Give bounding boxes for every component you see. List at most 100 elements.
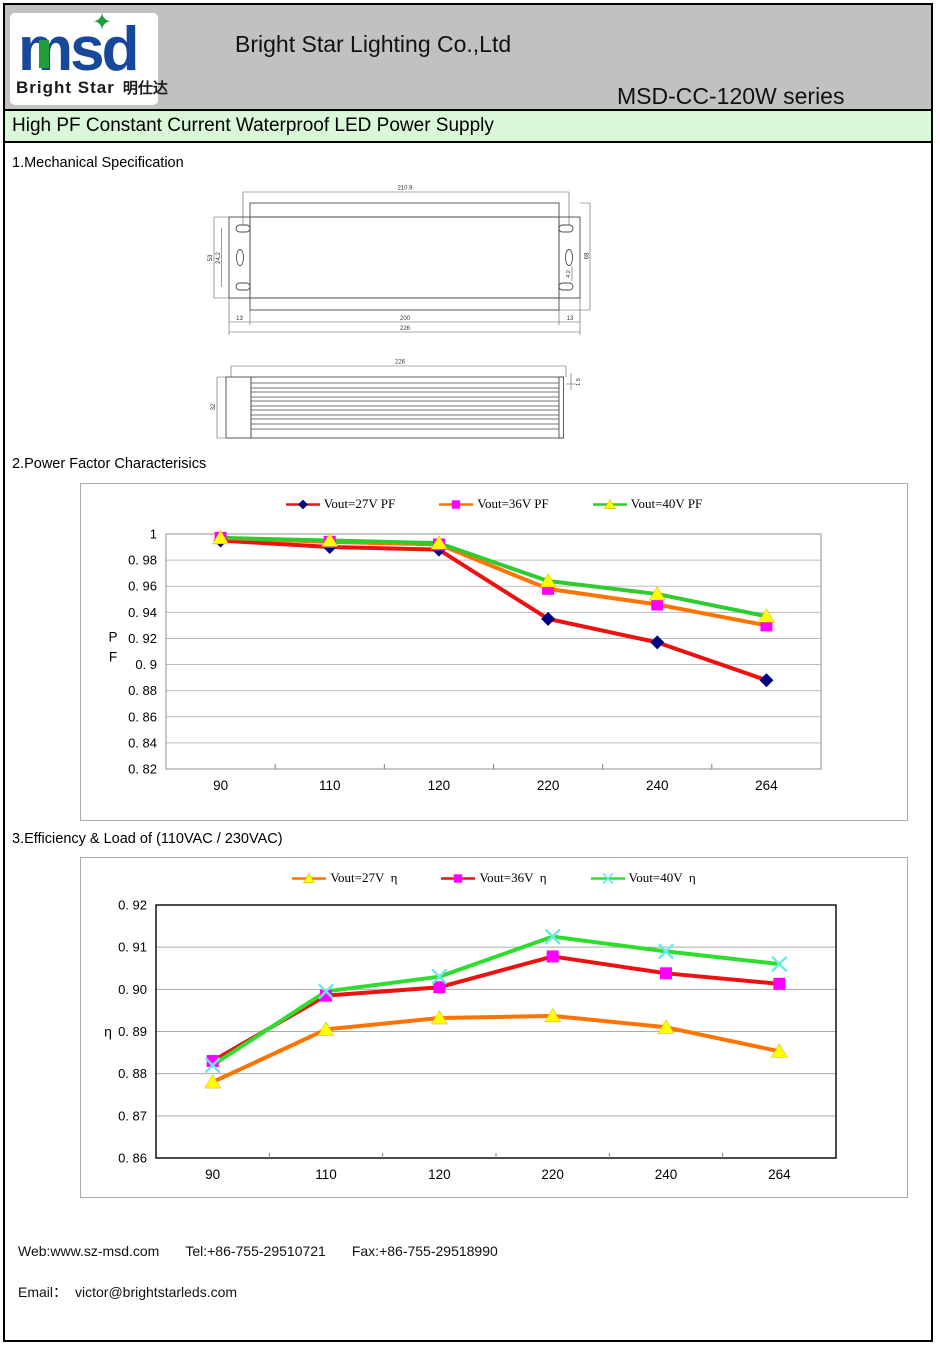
legend-item: Vout=36V PF	[439, 496, 549, 512]
legend-marker-icon	[592, 498, 627, 509]
x-tick-label: 110	[315, 1167, 337, 1182]
dim-label-bracket-height: 53	[208, 254, 214, 261]
y-tick-label: 0. 84	[128, 735, 157, 750]
side-view-dimension-labels: 226 32 1.5	[211, 360, 582, 411]
legend-label: Vout=27V η	[330, 870, 398, 885]
dim-label-overall-length: 226	[400, 326, 411, 332]
pf-chart-legend: Vout=27V PF Vout=36V PF Vout=40V PF	[81, 496, 907, 512]
pf-chart-canvas: 1 0. 98 0. 96 0. 94 0. 92 0. 9 0. 88 0. 86 0. 84…	[108, 527, 822, 793]
legend-label: Vout=36V η	[479, 870, 547, 885]
dim-label-side-lip: 1.5	[576, 378, 582, 386]
page-border	[3, 3, 933, 1342]
y-tick-label: 0. 86	[118, 1151, 147, 1166]
dim-label-hole: 4.2	[566, 270, 572, 278]
x-tick-label: 90	[205, 1167, 220, 1182]
series-line	[218, 538, 769, 683]
logo-star-icon: ✦	[92, 9, 113, 36]
series-line	[210, 954, 782, 1064]
x-tick-label: 120	[428, 778, 451, 793]
logo-brand: Bright Star 明仕达	[16, 77, 168, 98]
mechanical-drawing: 210.9 53 24.2 68 4.2 13 200 13 226 226 3…	[208, 186, 591, 439]
y-tick-label: 0. 88	[118, 1066, 147, 1081]
legend-marker-icon	[285, 499, 320, 509]
section-title-pf: 2.Power Factor Characterisics	[12, 456, 207, 472]
y-tick-label: 0. 88	[128, 683, 157, 698]
series-line	[210, 1013, 782, 1085]
legend-marker-icon	[441, 873, 476, 883]
x-tick-label: 220	[541, 1167, 564, 1182]
dim-label-side-height: 32	[211, 403, 217, 410]
legend-label: Vout=40V PF	[630, 496, 703, 511]
dim-label-end-left: 13	[236, 316, 243, 322]
x-tick-label: 110	[319, 778, 341, 793]
product-banner: High PF Constant Current Waterproof LED …	[5, 109, 931, 143]
dim-label-mount-width: 210.9	[397, 186, 413, 192]
top-view-dimension-lines	[213, 191, 591, 335]
x-tick-label: 220	[537, 778, 560, 793]
y-tick-label: 0. 94	[128, 605, 157, 620]
logo-brand-en: Bright Star	[16, 78, 115, 97]
top-view-dimension-labels: 210.9 53 24.2 68 4.2 13 200 13 226	[208, 186, 591, 333]
section-title-efficiency: 3.Efficiency & Load of (110VAC / 230VAC)	[12, 831, 283, 847]
legend-label: Vout=40V η	[628, 870, 696, 885]
legend-item: Vout=40V η	[590, 870, 696, 886]
legend-marker-icon	[439, 499, 474, 509]
y-tick-label: 0. 82	[128, 762, 157, 777]
legend-marker-icon	[292, 872, 327, 883]
footer-contacts: Web:www.sz-msd.com Tel:+86-755-29510721 Fa…	[18, 1243, 524, 1259]
x-tick-label: 264	[768, 1167, 791, 1182]
efficiency-chart-legend: Vout=27V η Vout=36V η Vout=40V η	[81, 870, 907, 886]
efficiency-chart: Vout=27V η Vout=36V η Vout=40V η 0. 92 0. 9…	[80, 857, 908, 1198]
legend-item: Vout=27V η	[292, 870, 397, 886]
x-tick-label: 264	[755, 778, 778, 793]
y-tick-label: 0. 86	[128, 709, 157, 724]
logo-green-bar	[39, 40, 49, 68]
series-line	[218, 535, 769, 619]
y-axis-title: η	[104, 1024, 112, 1040]
side-view-drawing	[225, 376, 564, 439]
footer-email-line: Email： victor@brightstarleds.com	[18, 1282, 263, 1302]
section-title-mechanical: 1.Mechanical Specification	[12, 155, 184, 171]
footer-web: Web:www.sz-msd.com	[18, 1243, 160, 1259]
top-view-drawing	[228, 202, 581, 311]
y-tick-label: 0. 9	[135, 657, 157, 672]
dim-label-slot-span: 24.2	[216, 252, 222, 264]
y-axis-title: P	[108, 630, 117, 645]
x-tick-label: 120	[428, 1167, 451, 1182]
x-tick-label: 240	[655, 1167, 678, 1182]
legend-label: Vout=36V PF	[477, 496, 549, 511]
y-tick-label: 1	[150, 527, 157, 542]
dim-label-body-height: 68	[585, 252, 591, 259]
side-view-dimension-lines	[216, 365, 576, 439]
footer-email-label: Email：	[18, 1284, 68, 1300]
y-axis-title: F	[109, 650, 117, 665]
dim-label-end-right: 13	[567, 316, 574, 322]
y-tick-label: 0. 92	[118, 898, 147, 913]
footer-fax: Fax:+86-755-29518990	[351, 1243, 498, 1259]
series-line	[210, 934, 782, 1068]
y-tick-label: 0. 87	[118, 1108, 147, 1123]
y-tick-label: 0. 98	[128, 553, 157, 568]
footer-email: victor@brightstarleds.com	[75, 1284, 238, 1300]
dim-label-side-overall: 226	[395, 360, 406, 366]
legend-item: Vout=36V η	[441, 870, 547, 886]
x-tick-label: 240	[646, 778, 669, 793]
y-tick-label: 0. 91	[118, 940, 147, 955]
company-logo: MSD ✦ Bright Star 明仕达	[10, 9, 168, 105]
company-name: Bright Star Lighting Co.,Ltd	[235, 31, 512, 57]
logo-msd-text: MSD	[18, 15, 139, 84]
y-tick-label: 0. 90	[118, 982, 147, 997]
logo-brand-cn: 明仕达	[122, 80, 168, 97]
series-name: MSD-CC-120W series	[617, 83, 845, 109]
efficiency-chart-canvas: 0. 92 0. 91 0. 90 0. 89 0. 88 0. 87 0. 86 90 110…	[104, 898, 837, 1182]
legend-item: Vout=40V PF	[592, 496, 703, 512]
header: MSD ✦ Bright Star 明仕达 Bright Star Lightin…	[5, 5, 931, 110]
x-tick-label: 90	[213, 778, 228, 793]
dim-label-body-length: 200	[400, 316, 411, 322]
y-tick-label: 0. 96	[128, 579, 157, 594]
legend-label: Vout=27V PF	[323, 496, 396, 511]
y-tick-label: 0. 89	[118, 1024, 147, 1039]
legend-marker-icon	[590, 872, 625, 884]
y-tick-label: 0. 92	[128, 631, 157, 646]
